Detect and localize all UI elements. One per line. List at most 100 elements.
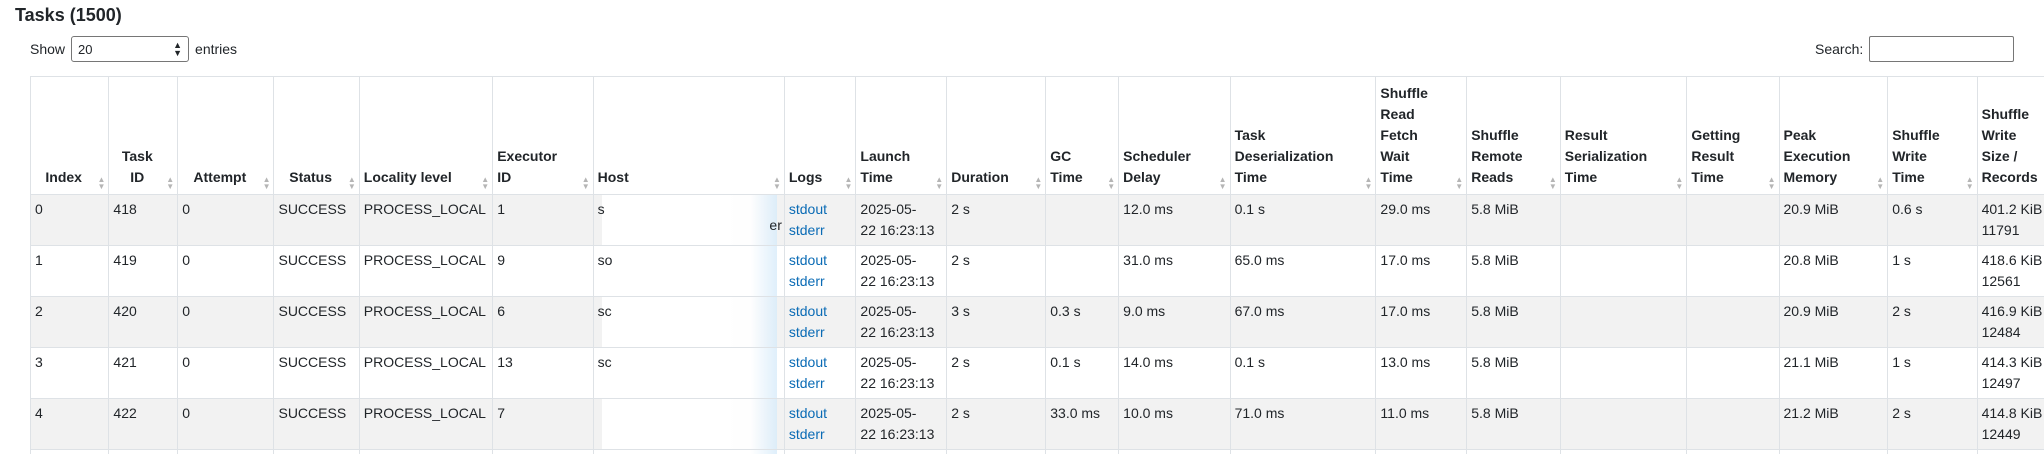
stdout-link[interactable]: stdout xyxy=(788,405,828,421)
sort-icon: ▲ ▼ xyxy=(844,175,853,191)
table-row xyxy=(30,449,2044,454)
stdout-link[interactable]: stdout xyxy=(788,303,828,319)
cell-locality-level: PROCESS_LOCAL xyxy=(358,245,494,297)
stdout-link[interactable]: stdout xyxy=(788,252,828,268)
search-input[interactable] xyxy=(1869,36,2015,62)
column-header-executor-id[interactable]: Executor ID ▲ ▼ xyxy=(492,76,594,195)
column-header-status[interactable]: Status ▲ ▼ xyxy=(273,76,360,195)
stderr-link[interactable]: stderr xyxy=(788,426,825,442)
cell-getting-result-time xyxy=(1686,296,1780,348)
show-label: Show xyxy=(30,41,66,57)
cell-line: 12484 xyxy=(1981,324,2021,340)
column-header-launch-time[interactable]: Launch Time ▲ ▼ xyxy=(855,76,948,195)
cell-host xyxy=(592,449,785,454)
stderr-link[interactable]: stderr xyxy=(788,222,825,238)
column-header-task-deserialization-time[interactable]: Task Deserialization Time ▲ ▼ xyxy=(1229,76,1377,195)
column-header-host[interactable]: Host ▲ ▼ xyxy=(592,76,785,195)
cell-index: 3 xyxy=(30,347,110,399)
cell-launch-time: 2025-05- 22 16:23:13 xyxy=(855,194,948,246)
cell-host: sc xyxy=(592,347,785,399)
host-text-start: s xyxy=(597,201,605,217)
column-header-result-serialization-time[interactable]: Result Serialization Time ▲ ▼ xyxy=(1559,76,1688,195)
stderr-link[interactable]: stderr xyxy=(788,324,825,340)
tasks-table-container[interactable]: Index ▲ ▼ Task ID ▲ ▼ Attempt ▲ ▼ Status ▲ ▼ Locality… xyxy=(30,76,2044,454)
column-header-peak-execution-memory[interactable]: Peak Execution Memory ▲ ▼ xyxy=(1778,76,1889,195)
column-header-label: Time xyxy=(1892,169,1925,185)
column-header-label: GC xyxy=(1050,148,1072,164)
column-header-label: Reads xyxy=(1471,169,1514,185)
redaction-overlay xyxy=(601,450,777,454)
column-header-index[interactable]: Index ▲ ▼ xyxy=(30,76,110,195)
column-header-shuffle-read-fetch-wait-time[interactable]: Shuffle Read Fetch Wait Time ▲ ▼ xyxy=(1375,76,1468,195)
column-header-label: Write xyxy=(1981,127,2017,143)
column-header-gc-time[interactable]: GC Time ▲ ▼ xyxy=(1045,76,1120,195)
cell-scheduler-delay: 10.0 ms xyxy=(1118,398,1231,450)
column-header-getting-result-time[interactable]: Getting Result Time ▲ ▼ xyxy=(1686,76,1780,195)
column-header-shuffle-write-time[interactable]: Shuffle Write Time ▲ ▼ xyxy=(1887,76,1978,195)
entries-length-control: Show 20 ▲ ▼ entries xyxy=(30,36,237,62)
cell-index: 1 xyxy=(30,245,110,297)
cell-locality-level: PROCESS_LOCAL xyxy=(358,194,494,246)
cell-status: SUCCESS xyxy=(273,398,360,450)
column-header-shuffle-remote-reads[interactable]: Shuffle Remote Reads ▲ ▼ xyxy=(1466,76,1561,195)
redaction-overlay xyxy=(601,348,777,398)
cell-index xyxy=(30,449,110,454)
redaction-overlay xyxy=(601,246,777,296)
stdout-link[interactable]: stdout xyxy=(788,201,828,217)
entries-select[interactable]: 20 ▲ ▼ xyxy=(71,36,190,62)
cell-logs: stdout stderr xyxy=(783,398,857,450)
column-header-label: Time xyxy=(1380,169,1413,185)
sort-icon: ▲ ▼ xyxy=(581,175,590,191)
search-label: Search: xyxy=(1815,41,1864,57)
page-title: Tasks (1500) xyxy=(15,5,122,25)
cell-shuffle-write-size-records: 414.3 KiB / 12497 xyxy=(1976,347,2044,399)
cell-line: 414.3 KiB / xyxy=(1981,354,2044,370)
cell-result-serialization-time xyxy=(1559,296,1688,348)
stderr-link[interactable]: stderr xyxy=(788,375,825,391)
sort-icon: ▲ ▼ xyxy=(97,175,106,191)
sort-icon: ▲ ▼ xyxy=(481,175,490,191)
cell-shuffle-read-fetch-wait-time xyxy=(1375,449,1468,454)
column-header-label: Duration xyxy=(951,169,1009,185)
tasks-table: Index ▲ ▼ Task ID ▲ ▼ Attempt ▲ ▼ Status ▲ ▼ Locality… xyxy=(30,76,2044,454)
column-header-task-id[interactable]: Task ID ▲ ▼ xyxy=(108,76,179,195)
host-text-start: sc xyxy=(597,354,612,370)
cell-duration: 2 s xyxy=(946,245,1047,297)
cell-line: 2025-05- xyxy=(860,303,917,319)
column-header-label: Launch xyxy=(860,148,911,164)
cell-executor-id: 9 xyxy=(492,245,594,297)
cell-result-serialization-time xyxy=(1559,347,1688,399)
cell-host: s er xyxy=(592,194,785,246)
stderr-link[interactable]: stderr xyxy=(788,273,825,289)
sort-icon: ▲ ▼ xyxy=(1364,175,1373,191)
cell-shuffle-remote-reads: 5.8 MiB xyxy=(1466,194,1561,246)
column-header-label: Getting xyxy=(1691,127,1741,143)
cell-executor-id xyxy=(492,449,594,454)
cell-launch-time: 2025-05- 22 16:23:13 xyxy=(855,296,948,348)
stdout-link[interactable]: stdout xyxy=(788,354,828,370)
cell-shuffle-write-size-records: 401.2 KiB / 11791 xyxy=(1976,194,2044,246)
cell-duration: 2 s xyxy=(946,398,1047,450)
entries-label: entries xyxy=(195,41,238,57)
cell-shuffle-read-fetch-wait-time: 17.0 ms xyxy=(1375,245,1468,297)
cell-task-deserialization-time: 71.0 ms xyxy=(1229,398,1377,450)
cell-shuffle-remote-reads: 5.8 MiB xyxy=(1466,347,1561,399)
column-header-scheduler-delay[interactable]: Scheduler Delay ▲ ▼ xyxy=(1118,76,1231,195)
column-header-locality-level[interactable]: Locality level ▲ ▼ xyxy=(358,76,494,195)
sort-icon: ▲ ▼ xyxy=(1218,175,1227,191)
cell-line: 401.2 KiB / xyxy=(1981,201,2044,217)
column-header-attempt[interactable]: Attempt ▲ ▼ xyxy=(177,76,275,195)
cell-getting-result-time xyxy=(1686,194,1780,246)
cell-line: 22 16:23:13 xyxy=(860,375,935,391)
cell-shuffle-write-time: 1 s xyxy=(1887,347,1978,399)
column-header-logs[interactable]: Logs ▲ ▼ xyxy=(783,76,857,195)
column-header-label: Deserialization xyxy=(1234,148,1334,164)
cell-peak-execution-memory: 20.9 MiB xyxy=(1778,194,1889,246)
column-header-label: Index xyxy=(45,169,82,185)
cell-gc-time xyxy=(1045,194,1120,246)
cell-task-id: 418 xyxy=(108,194,179,246)
column-header-duration[interactable]: Duration ▲ ▼ xyxy=(946,76,1047,195)
cell-attempt: 0 xyxy=(177,347,275,399)
cell-line: 418.6 KiB / xyxy=(1981,252,2044,268)
